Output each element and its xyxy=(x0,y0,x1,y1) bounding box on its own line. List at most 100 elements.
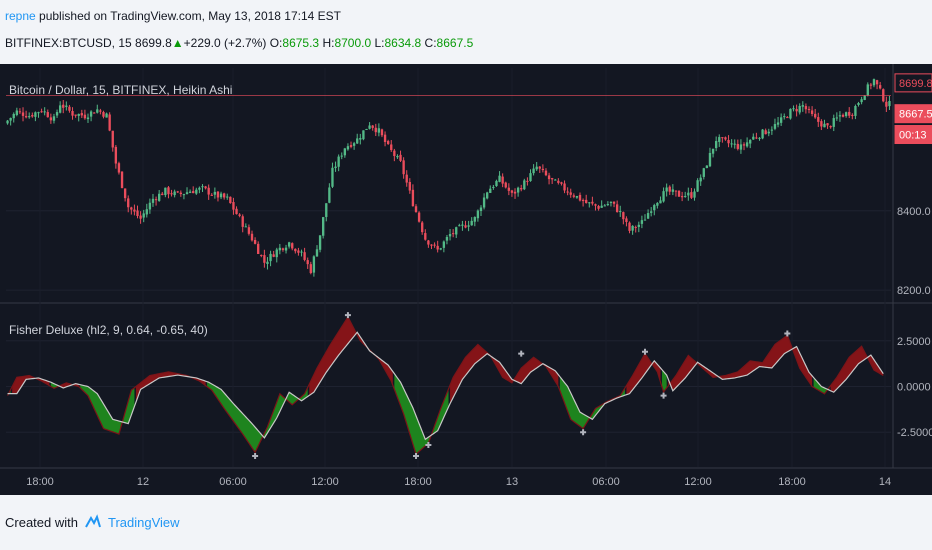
candle-body xyxy=(442,241,446,248)
candle-body xyxy=(219,193,223,198)
candle-body xyxy=(312,256,316,273)
candle-body xyxy=(708,152,712,167)
candle-body xyxy=(303,252,306,260)
time-tick-label: 12:00 xyxy=(684,476,712,488)
candle-body xyxy=(291,243,294,249)
price-tick-label: 8400.0 xyxy=(897,206,931,218)
candle-body xyxy=(783,116,786,118)
candle-body xyxy=(427,240,430,245)
fisher-fill-area xyxy=(626,353,661,395)
time-tick-label: 12 xyxy=(137,476,149,488)
candle-body xyxy=(646,213,650,219)
candle-body xyxy=(15,110,19,115)
candle-body xyxy=(58,105,62,113)
candle-body xyxy=(872,79,876,86)
candle-body xyxy=(352,143,356,146)
candle-body xyxy=(820,121,823,127)
price-tick-label: 8200.0 xyxy=(897,285,931,297)
author-link[interactable]: repne xyxy=(5,9,36,23)
candle-body xyxy=(93,112,96,114)
extreme-marker xyxy=(580,429,587,436)
candle-body xyxy=(680,196,684,198)
candle-body xyxy=(671,189,675,192)
candle-body xyxy=(374,127,377,133)
candle-body xyxy=(445,237,449,241)
candle-body xyxy=(74,114,77,116)
extreme-marker xyxy=(344,312,351,319)
candle-body xyxy=(752,136,755,140)
candle-body xyxy=(727,140,730,144)
candle-body xyxy=(12,113,15,119)
candle-body xyxy=(287,242,291,247)
fisher-fill-area xyxy=(559,376,625,429)
candle-body xyxy=(851,114,854,116)
candle-body xyxy=(668,186,671,192)
candle-body xyxy=(554,179,557,181)
price-tag-box xyxy=(894,73,932,93)
candle-body xyxy=(458,225,461,227)
candle-body xyxy=(207,187,210,195)
candle-body xyxy=(814,113,817,118)
candle-body xyxy=(241,216,244,227)
fisher-tick-label: -2.5000 xyxy=(897,427,932,439)
candle-body xyxy=(408,181,411,191)
candle-body xyxy=(244,226,247,228)
candle-body xyxy=(541,168,545,171)
candle-body xyxy=(563,183,566,191)
candle-body xyxy=(18,111,22,113)
candle-body xyxy=(284,247,288,251)
candle-body xyxy=(674,190,678,192)
tradingview-brand[interactable]: TradingView xyxy=(107,514,180,530)
candle-body xyxy=(260,254,263,256)
candle-body xyxy=(226,196,229,198)
candle-body xyxy=(383,134,387,142)
candle-body xyxy=(513,191,517,194)
candle-body xyxy=(742,144,746,146)
candle-body xyxy=(368,125,371,129)
candle-body xyxy=(677,190,681,197)
candle-body xyxy=(665,187,668,192)
candle-body xyxy=(6,120,9,124)
candle-body xyxy=(585,199,588,203)
candle-body xyxy=(117,163,121,173)
candle-body xyxy=(266,261,269,264)
candle-body xyxy=(120,171,124,189)
chart-svg[interactable]: 8400.0 8200.0 2.5000 0.0000 -2.5000 18:00 12 06… xyxy=(0,64,932,495)
fisher-tick-label: 2.5000 xyxy=(897,336,931,348)
candle-body xyxy=(396,156,399,158)
candle-body xyxy=(9,117,12,121)
candle-body xyxy=(498,175,501,182)
candle-body xyxy=(133,209,136,212)
candle-body xyxy=(182,194,186,196)
tradingview-logo-icon xyxy=(85,514,101,528)
candle-body xyxy=(581,199,585,202)
candle-body xyxy=(767,131,770,134)
candle-body xyxy=(866,84,869,96)
candle-body xyxy=(89,111,93,117)
low-label: L: xyxy=(374,36,385,50)
candle-body xyxy=(810,110,814,114)
candle-body xyxy=(455,227,458,235)
candle-body xyxy=(414,206,418,212)
candle-body xyxy=(835,117,839,119)
chart-frame[interactable]: 8400.0 8200.0 2.5000 0.0000 -2.5000 18:00 12 06… xyxy=(0,64,932,495)
candle-body xyxy=(560,182,563,184)
fisher-pane-title: Fisher Deluxe (hl2, 9, 0.64, -0.65, 40) xyxy=(9,323,208,337)
candle-body xyxy=(739,144,743,150)
time-tick-label: 18:00 xyxy=(778,476,806,488)
candle-body xyxy=(860,99,863,103)
candle-body xyxy=(263,255,266,263)
candle-body xyxy=(24,116,28,118)
candle-body xyxy=(693,191,696,198)
candle-body xyxy=(637,224,640,227)
candle-body xyxy=(139,215,142,219)
up-arrow-icon: ▲ xyxy=(171,36,184,50)
candle-body xyxy=(699,177,702,182)
time-tick-label: 12:00 xyxy=(311,476,339,488)
extreme-marker xyxy=(641,348,648,355)
candle-body xyxy=(736,143,740,149)
close-value: 8667.5 xyxy=(436,36,474,50)
candle-body xyxy=(114,146,118,164)
price-tag-box xyxy=(894,104,932,124)
candle-body xyxy=(495,180,498,187)
